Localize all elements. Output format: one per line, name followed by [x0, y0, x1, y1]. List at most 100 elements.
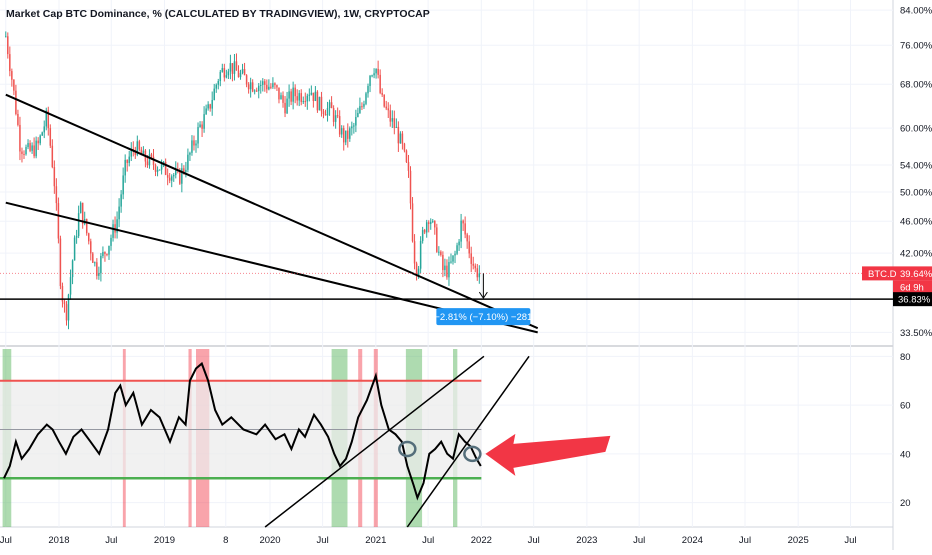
candle-body	[419, 241, 422, 269]
candle-body	[67, 294, 70, 321]
candle-body	[233, 61, 236, 74]
candle-body	[59, 238, 62, 287]
osc-y-tick-label: 40	[900, 449, 911, 460]
candle-body	[199, 124, 201, 128]
candle-body	[444, 265, 446, 271]
level-badge	[893, 292, 932, 307]
candle-body	[160, 163, 163, 170]
candle-body	[245, 75, 248, 85]
candle-body	[112, 224, 114, 238]
countdown-label: 6d 9h	[900, 282, 924, 293]
candle-body	[466, 234, 468, 242]
x-tick-label: 2019	[154, 535, 175, 546]
candle-body	[231, 63, 234, 74]
candle-body	[81, 202, 84, 224]
x-tick-label: 2024	[682, 535, 703, 546]
x-tick-label: Jul	[317, 535, 329, 546]
x-tick-label: 8	[223, 535, 228, 546]
candle-body	[150, 154, 153, 157]
candle-body	[345, 130, 347, 143]
candle-body	[357, 112, 359, 118]
candle-body	[219, 71, 222, 82]
candle-body	[247, 84, 250, 90]
candle-body	[172, 175, 175, 177]
candle-body	[237, 70, 240, 78]
candle-body	[203, 114, 205, 129]
candle-body	[98, 273, 100, 276]
candle-body	[284, 102, 286, 114]
candle-body	[215, 84, 217, 89]
candle-body	[474, 265, 477, 269]
candle-body	[353, 125, 355, 127]
y-tick-label: 84.00%	[900, 6, 932, 17]
candle-body	[347, 130, 349, 139]
candle-body	[9, 54, 11, 72]
candle-body	[132, 148, 135, 151]
candle-body	[239, 73, 242, 78]
x-tick-label: 2023	[576, 535, 597, 546]
candle-body	[140, 149, 143, 156]
big-red-arrow	[485, 433, 611, 476]
candle-body	[290, 91, 292, 102]
candle-body	[142, 150, 145, 156]
candle-body	[51, 145, 54, 168]
candle-body	[88, 233, 90, 242]
candle-body	[148, 154, 151, 166]
candle-body	[332, 108, 335, 122]
trendline[interactable]	[5, 93, 539, 330]
candle-body	[217, 81, 220, 85]
osc-y-tick-label: 60	[900, 401, 911, 412]
candle-body	[342, 128, 345, 143]
candle-body	[94, 262, 96, 264]
candle-body	[470, 253, 472, 264]
candle-body	[191, 140, 193, 153]
candle-body	[458, 241, 460, 246]
candle-body	[100, 255, 102, 274]
candle-body	[266, 84, 268, 90]
price-badge-value: 39.64%	[900, 269, 932, 280]
candle-body	[338, 116, 341, 135]
candle-body	[274, 83, 276, 86]
candle-body	[328, 102, 331, 109]
candle-body	[65, 304, 68, 321]
candle-body	[166, 174, 169, 178]
candle-body	[27, 143, 29, 148]
candle-body	[61, 286, 64, 302]
candle-body	[21, 151, 23, 154]
candle-body	[11, 71, 13, 80]
candle-body	[411, 203, 414, 242]
candle-body	[363, 103, 365, 107]
measure-arrow-head	[478, 291, 488, 300]
candle-body	[381, 92, 383, 95]
candle-body	[421, 229, 424, 242]
candle-body	[456, 245, 458, 254]
candle-body	[302, 101, 305, 103]
y-tick-label: 46.00%	[900, 217, 932, 228]
candle-body	[255, 90, 258, 92]
candle-body	[168, 177, 171, 181]
highlight-circle	[463, 445, 482, 463]
candle-body	[260, 84, 262, 86]
osc-trendline[interactable]	[264, 355, 485, 528]
candle-body	[276, 85, 278, 88]
candle-body	[7, 36, 9, 55]
candle-body	[227, 71, 230, 76]
candle-body	[286, 98, 288, 114]
candle-body	[29, 143, 31, 151]
candle-body	[35, 140, 37, 157]
oscillator-line	[3, 361, 482, 501]
candle-body	[49, 128, 52, 146]
candle-body	[308, 94, 311, 96]
candle-body	[377, 68, 379, 75]
candle-body	[47, 110, 50, 129]
candle-body	[296, 96, 298, 101]
candle-body	[432, 220, 434, 222]
candle-body	[110, 237, 112, 246]
osc-trendline[interactable]	[406, 355, 530, 528]
candle-body	[385, 106, 387, 109]
candle-body	[85, 219, 88, 234]
candle-body	[136, 141, 139, 155]
candle-body	[126, 159, 128, 163]
